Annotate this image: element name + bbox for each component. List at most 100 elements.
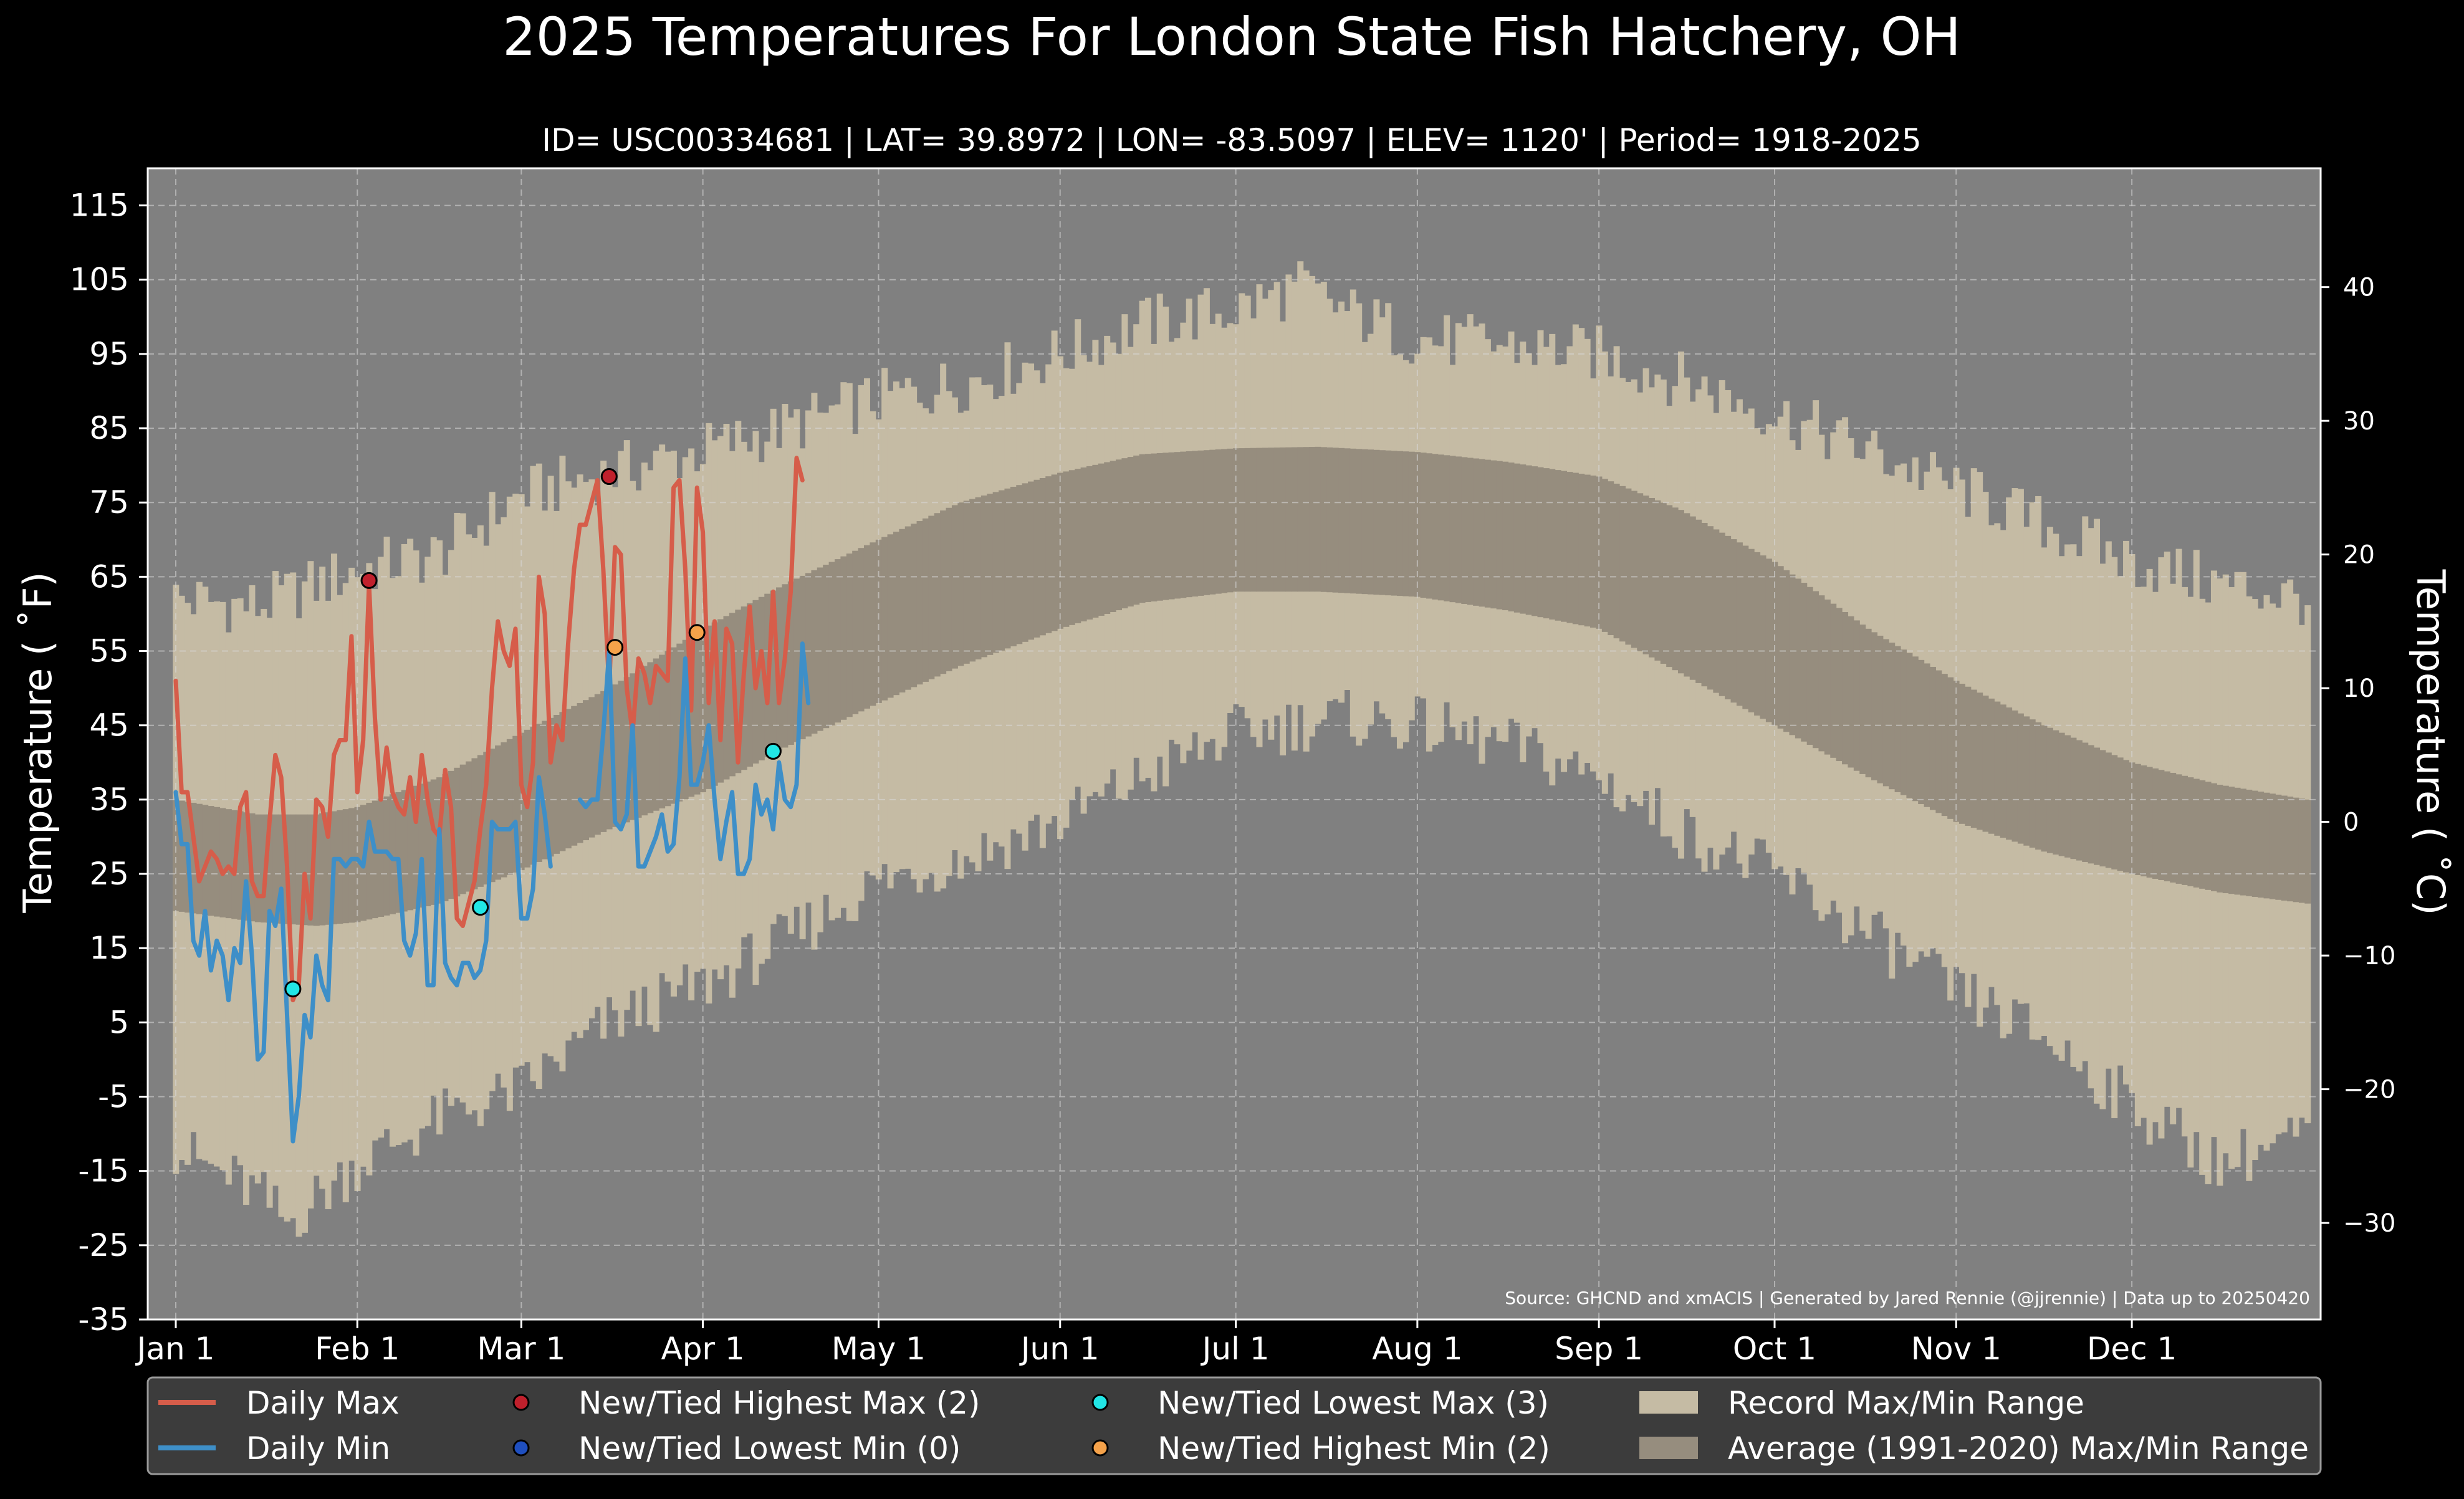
normal-range-bar <box>1156 453 1163 601</box>
normal-range-bar <box>1941 674 1948 817</box>
normal-range-bar <box>2111 755 2118 869</box>
y-tick-label: 25 <box>89 856 129 892</box>
normal-range-bar <box>1168 452 1175 600</box>
y-tick-label: 95 <box>89 336 129 372</box>
normal-range-bar <box>747 603 754 767</box>
normal-range-bar <box>495 745 502 880</box>
legend: Daily Max New/Tied Highest Max (2) New/Tie… <box>146 1376 2322 1475</box>
normal-range-bar <box>893 532 899 696</box>
normal-range-bar <box>1197 450 1204 596</box>
normal-range-bar <box>1608 481 1614 636</box>
normal-range-bar <box>1414 452 1421 597</box>
normal-range-bar <box>647 662 654 813</box>
normal-range-bar <box>1010 486 1017 646</box>
normal-range-bar <box>2210 783 2217 891</box>
legend-box <box>146 1376 2322 1475</box>
normal-range-bar <box>295 814 302 925</box>
normal-range-bar <box>1613 484 1620 639</box>
normal-range-bar <box>1420 453 1427 598</box>
normal-range-bar <box>1813 591 1819 749</box>
normal-range-bar <box>190 802 197 914</box>
normal-range-bar <box>1754 552 1761 716</box>
normal-range-bar <box>219 808 226 917</box>
normal-range-bar <box>2258 792 2265 898</box>
legend-dot-swatch <box>1091 1394 1109 1411</box>
normal-range-bar <box>1853 620 1860 771</box>
x-tick-label: Jul 1 <box>1201 1331 1270 1367</box>
normal-range-bar <box>1513 463 1520 613</box>
normal-range-bar <box>2094 747 2101 865</box>
normal-range-bar <box>735 610 742 773</box>
record-marker <box>472 899 489 916</box>
normal-range-bar <box>1549 469 1556 620</box>
normal-range-bar <box>1882 639 1889 787</box>
normal-range-bar <box>2217 785 2223 893</box>
normal-range-bar <box>1092 464 1099 618</box>
record-marker <box>606 639 624 656</box>
normal-range-bar <box>1994 701 2001 836</box>
normal-range-bar <box>1824 599 1831 755</box>
normal-range-bar <box>2070 737 2077 860</box>
normal-range-bar <box>489 749 496 883</box>
normal-range-bar <box>2035 722 2042 850</box>
normal-range-bar <box>852 550 859 714</box>
chart-subtitle: ID= USC00334681 | LAT= 39.8972 | LON= -8… <box>542 122 1921 158</box>
normal-range-bar <box>940 510 947 674</box>
legend-label: Daily Min <box>246 1430 390 1467</box>
normal-range-bar <box>1051 474 1058 631</box>
normal-range-bar <box>466 761 472 892</box>
normal-range-bar <box>2046 727 2053 853</box>
normal-range-bar <box>2246 789 2253 896</box>
y-tick-label: 115 <box>70 188 129 224</box>
normal-range-bar <box>1373 449 1380 595</box>
normal-range-bar <box>2304 799 2311 904</box>
normal-range-bar <box>1912 656 1919 802</box>
x-tick-label: Aug 1 <box>1372 1331 1462 1367</box>
x-tick-label: Dec 1 <box>2087 1331 2177 1367</box>
normal-range-bar <box>1555 470 1561 621</box>
normal-range-bar <box>1889 643 1896 790</box>
normal-range-bar <box>1848 616 1854 768</box>
y-tick-label: 5 <box>109 1004 129 1040</box>
normal-range-bar <box>254 814 261 922</box>
normal-range-bar <box>1303 447 1310 592</box>
normal-range-bar <box>2123 760 2130 873</box>
normal-range-bar <box>1490 460 1497 609</box>
normal-range-bar <box>1713 529 1720 693</box>
record-marker <box>600 468 618 486</box>
normal-range-bar <box>706 625 712 789</box>
normal-range-bar <box>992 492 999 653</box>
normal-range-bar <box>1566 472 1573 623</box>
normal-range-bar <box>378 798 385 917</box>
normal-range-bar <box>1028 481 1035 640</box>
normal-range-bar <box>372 800 378 919</box>
normal-range-bar <box>225 809 232 919</box>
normal-range-bar <box>611 684 618 827</box>
normal-range-bar <box>2293 797 2299 903</box>
normal-range-bar <box>307 814 314 926</box>
normal-range-bar <box>1121 458 1128 609</box>
normal-range-bar <box>1045 476 1052 633</box>
normal-range-bar <box>1619 486 1626 642</box>
y-tick-label: 65 <box>89 558 129 595</box>
normal-range-bar <box>582 700 589 841</box>
normal-range-bar <box>1115 459 1122 611</box>
normal-range-bar <box>922 518 929 682</box>
normal-range-bar <box>911 524 918 687</box>
legend-label: New/Tied Highest Min (2) <box>1158 1430 1550 1467</box>
normal-range-bar <box>1742 545 1749 709</box>
normal-range-bar <box>1221 449 1228 593</box>
normal-range-bar <box>1484 459 1491 608</box>
y-tick-label: -15 <box>78 1153 129 1189</box>
normal-range-bar <box>1256 448 1263 592</box>
normal-range-bar <box>1836 608 1843 762</box>
x-tick-label: May 1 <box>832 1331 926 1367</box>
normal-range-bar <box>2234 787 2241 895</box>
normal-range-bar <box>682 639 689 800</box>
y-tick-label-right: −10 <box>2343 942 2395 970</box>
normal-range-bar <box>2269 793 2276 899</box>
normal-range-bar <box>1186 451 1192 598</box>
legend-patch-swatch <box>1639 1391 1698 1414</box>
normal-range-bar <box>899 529 906 692</box>
normal-range-bar <box>688 636 695 797</box>
